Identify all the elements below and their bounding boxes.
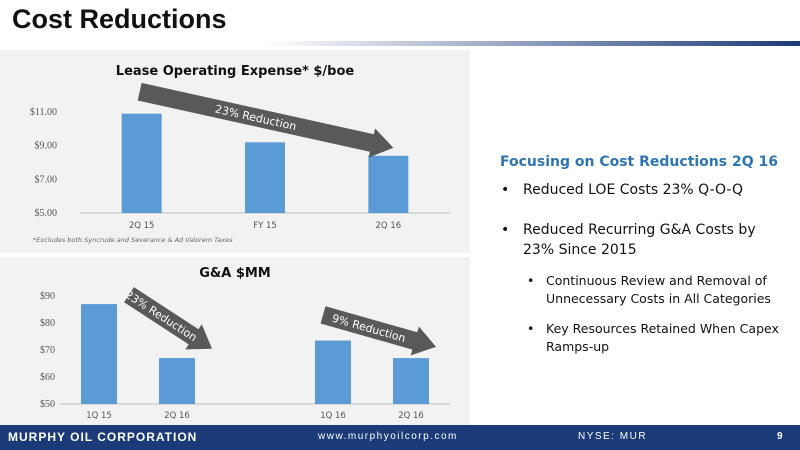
bar [81,304,117,404]
bar [368,155,409,213]
bar [121,113,162,213]
loe-chart-panel: Lease Operating Expense* $/boe $5.00 $7.00… [0,50,470,253]
bullet-text: Reduced LOE Costs 23% Q-O-Q [523,182,744,198]
footer-company: MURPHY OIL CORPORATION [8,430,198,444]
chart-footnote: *Excludes both Syncrude and Severance & … [33,236,233,244]
x-tick-label: 1Q 15 [86,411,112,421]
footer-ticker: NYSE: MUR [578,431,648,442]
y-tick-label: $5.00 [35,208,58,219]
right-panel-heading: Focusing on Cost Reductions 2Q 16 [500,154,778,170]
bar [393,358,429,404]
y-tick-label: $50 [40,399,55,410]
x-tick-label: 1Q 16 [320,411,346,421]
y-tick-label: $11.00 [30,107,57,118]
bullet-icon: • [501,182,510,198]
x-tick-label: 2Q 16 [398,411,424,421]
bullet-icon: • [527,321,535,336]
bullet-item: • Reduced Recurring G&A Costs by 23% Sin… [500,220,790,260]
bullet-text: Continuous Review and Removal of Unneces… [546,273,771,306]
ga-chart-panel: G&A $MM $50 $60 $70 $80 $90 1Q 15 2Q 16 1Q 16 2Q … [0,257,470,425]
loe-chart: Lease Operating Expense* $/boe $5.00 $7.00… [30,64,450,244]
reduction-arrow-label: 23% Reduction [214,103,298,134]
y-tick-label: $7.00 [35,174,58,185]
page-number: 9 [777,431,783,442]
footer-bar: MURPHY OIL CORPORATION www.murphyoilcorp… [0,425,800,450]
title-rule [265,41,800,46]
reduction-arrow: 23% Reduction [123,287,213,350]
sub-bullet-item: • Key Resources Retained When Capex Ramp… [500,320,790,356]
chart-title: G&A $MM [199,266,271,281]
x-tick-label: 2Q 15 [129,221,155,231]
reduction-arrow-shape [137,82,394,158]
y-tick-label: $60 [40,372,55,383]
x-tick-label: 2Q 16 [376,221,402,231]
y-tick-label: $70 [40,345,55,356]
y-tick-label: $9.00 [35,141,58,152]
bar [159,358,195,404]
sub-bullet-item: • Continuous Review and Removal of Unnec… [500,272,790,308]
bullet-text: Reduced Recurring G&A Costs by 23% Since… [523,222,756,258]
chart-title: Lease Operating Expense* $/boe [116,64,355,79]
y-tick-label: $80 [40,318,55,329]
bullet-item: • Reduced LOE Costs 23% Q-O-Q [500,180,790,200]
ga-chart: G&A $MM $50 $60 $70 $80 $90 1Q 15 2Q 16 1Q 16 2Q … [40,266,450,421]
reduction-arrow-shape [124,287,213,350]
reduction-arrow-label: 23% Reduction [123,288,200,344]
bar [245,142,285,213]
bullet-icon: • [527,273,535,288]
y-tick-label: $90 [40,291,55,302]
slide-title: Cost Reductions [12,4,227,34]
bar [315,340,351,404]
reduction-arrow-shape [320,306,437,356]
footer-website: www.murphyoilcorp.com [318,431,458,442]
bullet-icon: • [501,222,510,238]
right-panel: Focusing on Cost Reductions 2Q 16 • Redu… [500,154,790,356]
bullet-text: Key Resources Retained When Capex Ramps-… [546,321,779,354]
x-tick-label: 2Q 16 [164,411,190,421]
x-tick-label: FY 15 [253,221,277,231]
